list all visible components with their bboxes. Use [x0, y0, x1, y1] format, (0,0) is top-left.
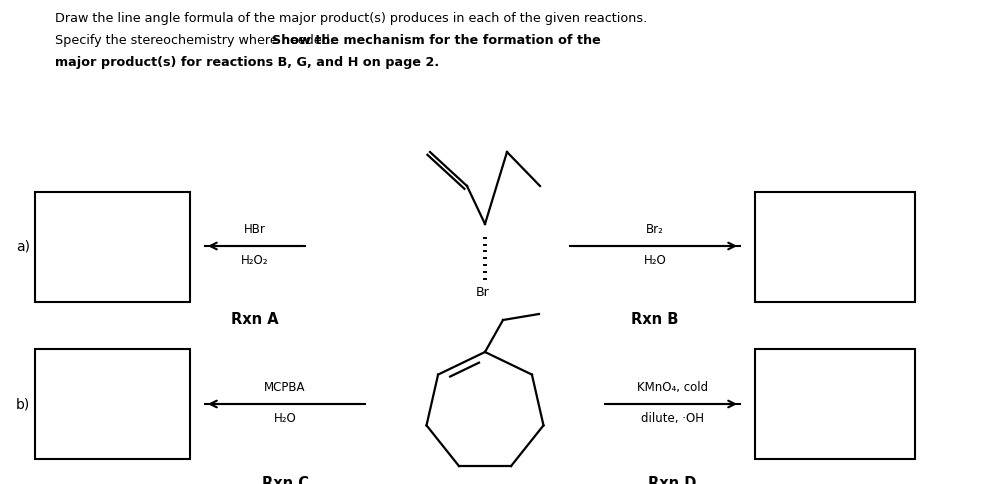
Text: H₂O: H₂O — [274, 412, 296, 425]
Text: major product(s) for reactions B, G, and H on page 2.: major product(s) for reactions B, G, and… — [55, 56, 439, 69]
Text: Rxn B: Rxn B — [631, 312, 679, 327]
Text: Br₂: Br₂ — [646, 223, 664, 236]
Text: a): a) — [16, 239, 30, 253]
Text: Specify the stereochemistry where needed.: Specify the stereochemistry where needed… — [55, 34, 338, 47]
Text: b): b) — [16, 397, 30, 411]
Text: Rxn A: Rxn A — [231, 312, 279, 327]
Bar — [755, 349, 915, 459]
Text: dilute, ·OH: dilute, ·OH — [641, 412, 704, 425]
Text: Rxn C: Rxn C — [262, 476, 308, 484]
Bar — [35, 349, 190, 459]
Text: KMnO₄, cold: KMnO₄, cold — [637, 381, 708, 394]
Text: H₂O₂: H₂O₂ — [241, 254, 269, 267]
Text: Rxn D: Rxn D — [648, 476, 696, 484]
Text: MCPBA: MCPBA — [264, 381, 306, 394]
Text: Draw the line angle formula of the major product(s) produces in each of the give: Draw the line angle formula of the major… — [55, 12, 647, 25]
Bar — [35, 192, 190, 302]
Text: Show the mechanism for the formation of the: Show the mechanism for the formation of … — [272, 34, 601, 47]
Bar — [755, 192, 915, 302]
Text: Br: Br — [476, 286, 490, 299]
Text: H₂O: H₂O — [644, 254, 666, 267]
Text: HBr: HBr — [244, 223, 266, 236]
